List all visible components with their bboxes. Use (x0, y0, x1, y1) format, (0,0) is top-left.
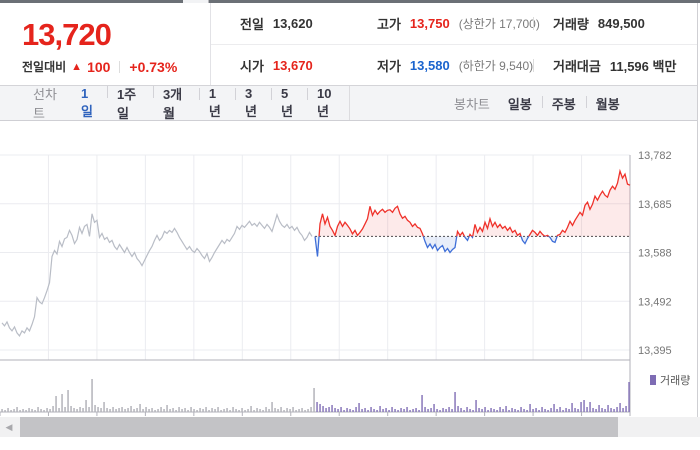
line-chart-mode-button[interactable]: 선차트 (33, 87, 57, 121)
grid-lines (0, 154, 630, 360)
y-axis-label: 13,492 (638, 296, 672, 308)
lower-limit-note: (하한가 9,540) (458, 59, 534, 73)
upper-limit-note: (상한가 17,700) (458, 17, 540, 31)
high-cell: 고가 13,750 (상한가 17,700) (358, 14, 540, 33)
volume-legend-label: 거래량 (660, 375, 691, 387)
divider (533, 59, 534, 72)
tab-monthly-candle[interactable]: 월봉 (585, 94, 630, 113)
price-line-today-down (314, 236, 558, 257)
prev-close-value: 13,620 (272, 16, 313, 31)
current-price: 13,720 (22, 17, 112, 52)
open-value: 13,670 (272, 58, 313, 73)
low-cell: 저가 13,580 (하한가 9,540) (358, 56, 533, 75)
change-percent: +0.73% (129, 58, 178, 75)
amount-value: 11,596 백만 (609, 59, 677, 74)
change-label: 전일대비 (22, 60, 67, 74)
price-line-today-up (314, 168, 631, 237)
divider (119, 60, 121, 73)
prev-close-cell: 전일 13,620 (211, 14, 358, 33)
volume-cell: 거래량 849,500 (533, 14, 698, 33)
price-change-row: 전일대비 ▲ 100 +0.73% (22, 58, 177, 75)
y-axis-label: 13,395 (638, 345, 672, 357)
chart-toolbar: 선차트 1일 1주일 3개월 1년 3년 5년 10년 봉차트 일봉 주봉 월봉 (0, 85, 698, 121)
high-value: 13,750 (409, 16, 450, 31)
volume-value: 849,500 (597, 16, 645, 31)
stock-info-panel: 전일 13,620 고가 13,750 (상한가 17,700) 거래량 849… (210, 3, 698, 85)
candle-chart-mode-button[interactable]: 봉차트 (454, 96, 490, 112)
prev-close-label: 전일 (240, 17, 264, 32)
info-row-bottom: 시가 13,670 저가 13,580 (하한가 9,540) 거래대금 11,… (211, 44, 698, 86)
amount-cell: 거래대금 11,596 백만 (533, 56, 698, 75)
y-axis-label: 13,685 (638, 199, 672, 211)
low-label: 저가 (377, 59, 401, 74)
price-block: 13,720 전일대비 ▲ 100 +0.73% (22, 18, 177, 75)
open-cell: 시가 13,670 (211, 56, 358, 75)
tab-weekly-candle[interactable]: 주봉 (541, 94, 586, 113)
tab-1year[interactable]: 1년 (198, 86, 235, 120)
price-line-previous-day (1, 212, 313, 337)
up-arrow-icon: ▲ (71, 60, 83, 73)
divider (533, 17, 534, 30)
panel-right-border (697, 3, 698, 437)
intraday-price-chart: 13,782 13,685 13,588 13,492 13,395 (0, 150, 672, 416)
chart-scrollbar[interactable]: ◀ (0, 417, 700, 437)
chart-axes (0, 155, 631, 416)
volume-bars (1, 379, 630, 412)
candle-chart-tab-group: 봉차트 일봉 주봉 월봉 (350, 86, 698, 120)
y-axis-label: 13,588 (638, 248, 672, 260)
change-value: 100 (87, 58, 111, 75)
y-axis-labels: 13,782 13,685 13,588 13,492 13,395 (638, 150, 672, 357)
stock-header: 13,720 전일대비 ▲ 100 +0.73% 전일 13,620 고가 13… (0, 3, 698, 85)
tab-1day[interactable]: 1일 (80, 86, 93, 119)
info-row-top: 전일 13,620 고가 13,750 (상한가 17,700) 거래량 849… (211, 3, 698, 44)
volume-legend-swatch-icon (650, 375, 656, 385)
tab-10year[interactable]: 10년 (306, 86, 349, 120)
scrollbar-left-arrow-icon[interactable]: ◀ (5, 421, 13, 432)
top-edge-strip-gap (183, 0, 209, 3)
scrollbar-thumb[interactable] (20, 417, 618, 437)
line-chart-tab-group: 선차트 1일 1주일 3개월 1년 3년 5년 10년 (0, 84, 350, 122)
volume-label: 거래량 (553, 17, 589, 32)
low-value: 13,580 (409, 58, 450, 73)
tab-3month[interactable]: 3개월 (152, 84, 199, 122)
high-label: 고가 (377, 17, 401, 32)
tab-3year[interactable]: 3년 (234, 86, 271, 120)
tab-daily-candle[interactable]: 일봉 (507, 96, 532, 112)
today-area-above (315, 171, 630, 237)
y-axis-label: 13,782 (638, 150, 672, 162)
open-label: 시가 (240, 59, 264, 74)
tab-5year[interactable]: 5년 (270, 86, 307, 120)
tab-1week[interactable]: 1주일 (106, 84, 153, 122)
amount-label: 거래대금 (553, 59, 601, 74)
volume-legend: 거래량 (650, 372, 690, 388)
top-edge-strip (0, 0, 700, 3)
